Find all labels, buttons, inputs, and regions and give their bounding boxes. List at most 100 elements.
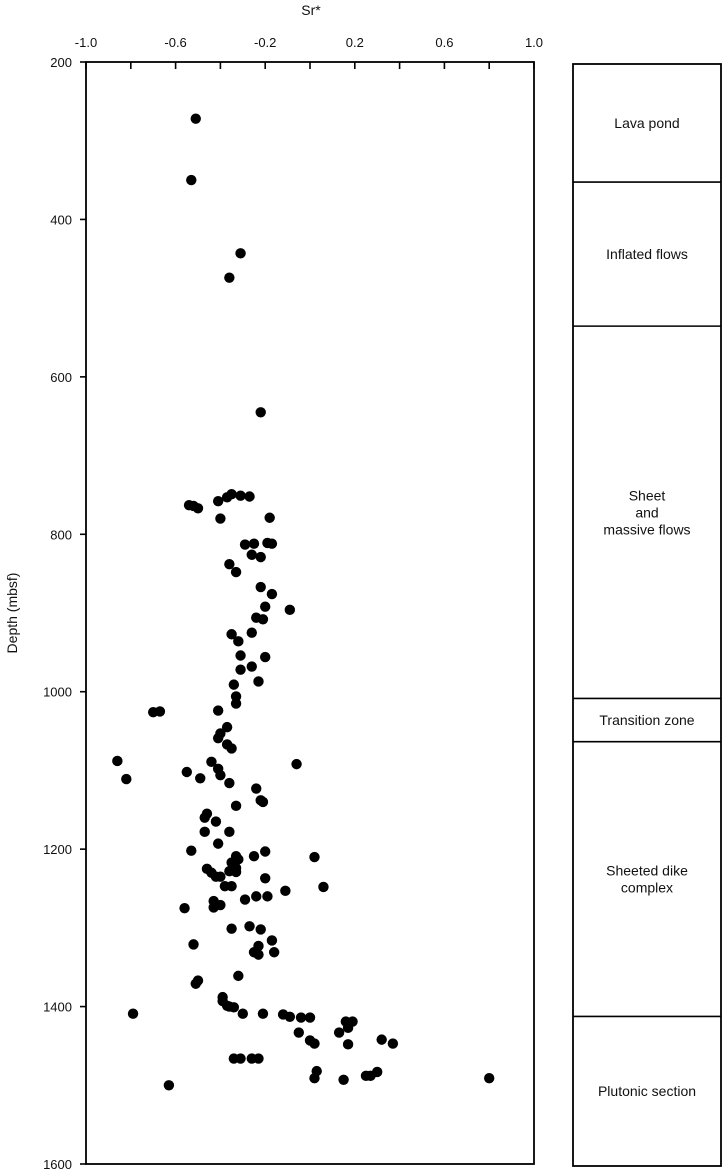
data-point (260, 846, 271, 857)
data-point (230, 566, 242, 578)
data-point (212, 732, 224, 744)
y-tick-label: 1200 (43, 842, 72, 857)
data-point (253, 949, 264, 960)
x-tick-label: -1.0 (75, 35, 97, 50)
unit-label-line: Plutonic section (598, 1083, 696, 1099)
data-point (376, 1034, 387, 1045)
unit-label-line: and (635, 504, 658, 520)
data-point (239, 539, 251, 550)
data-point (208, 902, 219, 913)
data-point (248, 538, 260, 549)
data-point (215, 769, 226, 781)
data-point (199, 812, 210, 823)
unit-label: Transition zone (599, 712, 694, 728)
data-point (260, 651, 271, 663)
data-point (244, 921, 255, 932)
data-point (228, 1002, 240, 1013)
data-point (248, 851, 260, 862)
data-point (264, 512, 275, 523)
data-point (235, 490, 246, 501)
data-point (199, 826, 210, 838)
data-point (342, 1022, 354, 1034)
x-axis-title: Sr* (301, 2, 321, 18)
data-point (190, 978, 201, 989)
data-point (226, 880, 237, 892)
data-point (257, 1008, 269, 1019)
data-point (318, 881, 329, 893)
x-axis-ticks: -1.0 -0.6 -0.2 0.2 0.6 1.0 (75, 35, 543, 69)
data-point (230, 800, 242, 812)
data-point (246, 549, 257, 560)
data-point (251, 891, 262, 902)
data-point (127, 1008, 139, 1019)
unit-label-line: Sheet (629, 487, 666, 503)
data-point (235, 650, 246, 661)
plot-frame (85, 61, 535, 1165)
x-tick-label: 1.0 (525, 35, 543, 50)
data-point (221, 721, 233, 733)
x-tick-label: -0.6 (164, 35, 186, 50)
data-point (237, 1008, 248, 1019)
data-point (212, 496, 224, 507)
data-point (251, 783, 262, 794)
unit-label-line: complex (621, 880, 673, 896)
data-point (215, 513, 226, 524)
data-point (192, 503, 204, 514)
data-point (186, 845, 197, 856)
data-point (309, 1038, 320, 1049)
y-tick-label: 1400 (43, 1000, 72, 1015)
data-point (253, 676, 264, 687)
unit-label: Sheet and massive flows (603, 487, 690, 537)
data-point (206, 756, 217, 767)
data-point (309, 851, 320, 863)
data-point (226, 743, 237, 754)
data-point (233, 970, 244, 982)
data-point (226, 923, 237, 934)
unit-label-line: massive flows (603, 521, 690, 537)
x-tick-label: 0.6 (435, 35, 453, 50)
data-point (284, 604, 296, 616)
data-point (268, 947, 280, 958)
data-point (255, 551, 266, 563)
data-point (163, 1080, 175, 1091)
data-points (112, 113, 495, 1091)
data-point (224, 558, 235, 570)
data-point (266, 538, 278, 549)
y-tick-label: 400 (50, 212, 72, 227)
data-point (224, 777, 235, 789)
data-point (235, 248, 246, 259)
data-point (257, 796, 269, 808)
unit-label: Plutonic section (598, 1083, 696, 1099)
unit-label: Inflated flows (606, 246, 688, 262)
data-point (121, 773, 132, 785)
unit-label-line: Lava pond (614, 115, 679, 131)
data-point (338, 1074, 349, 1085)
data-point (255, 581, 266, 593)
data-point (255, 407, 266, 418)
unit-label: Sheeted dike complex (606, 863, 688, 896)
y-axis-ticks: 200 400 600 800 1000 1200 1400 1600 (43, 55, 86, 1172)
y-tick-label: 200 (50, 55, 72, 70)
data-point (224, 272, 235, 283)
data-point (260, 873, 271, 884)
data-point (230, 866, 242, 878)
data-point (342, 1039, 354, 1050)
data-point (255, 924, 266, 935)
y-tick-label: 600 (50, 370, 72, 385)
data-point (235, 664, 246, 675)
data-point (148, 706, 159, 718)
y-tick-label: 800 (50, 527, 72, 542)
data-point (112, 755, 123, 767)
y-tick-label: 1600 (43, 1157, 72, 1172)
data-point (295, 1012, 307, 1023)
data-point (280, 885, 291, 897)
data-point (212, 705, 224, 716)
data-point (226, 629, 237, 640)
data-point (304, 1012, 316, 1023)
unit-label-line: Transition zone (599, 712, 694, 728)
data-point (224, 826, 235, 838)
data-point (233, 636, 244, 647)
unit-label-line: Sheeted dike (606, 863, 688, 879)
data-point (253, 1053, 264, 1064)
data-point (260, 601, 271, 612)
